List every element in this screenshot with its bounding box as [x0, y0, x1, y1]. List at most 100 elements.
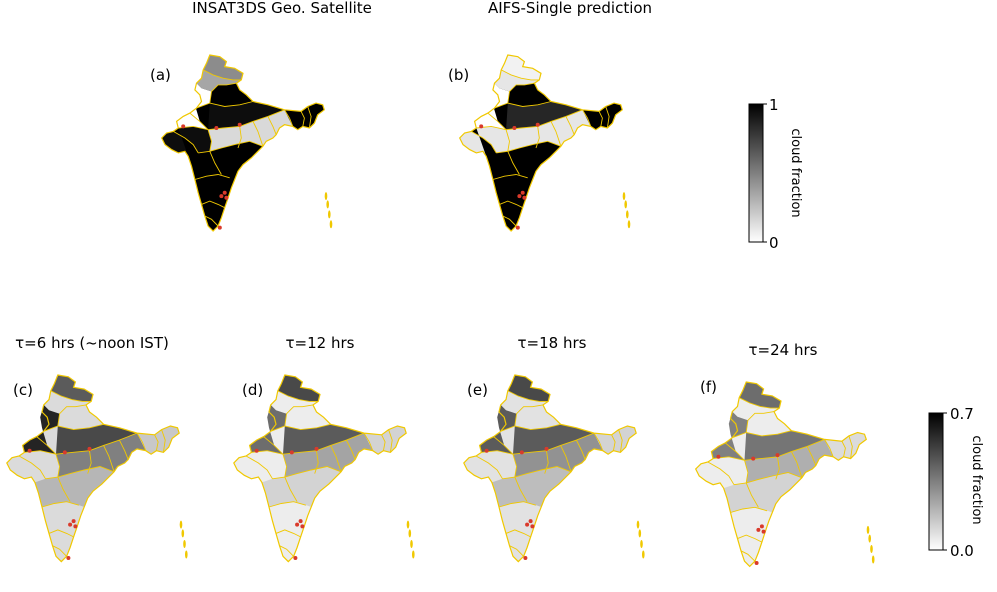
region-cell — [507, 375, 550, 402]
region-cell — [196, 69, 242, 92]
island-mark — [185, 550, 188, 559]
city-marker — [214, 126, 219, 130]
region-cell — [474, 83, 510, 130]
region-cell — [506, 109, 591, 152]
island-mark — [183, 540, 186, 548]
state-boundary — [118, 439, 129, 460]
city-marker — [71, 519, 76, 524]
island-mark — [412, 550, 415, 559]
city-marker — [775, 453, 780, 458]
state-boundary — [507, 82, 535, 104]
panel-label-b: (b) — [448, 66, 469, 84]
state-boundary — [251, 432, 365, 455]
state-boundary — [481, 432, 595, 455]
country-boundary — [463, 374, 637, 563]
island-mark — [636, 520, 640, 529]
island-mark — [624, 200, 627, 209]
colorbar-top-max-label: 1 — [769, 96, 779, 114]
state-boundary — [514, 476, 528, 502]
state-boundary — [284, 109, 294, 127]
state-boundary — [500, 69, 540, 81]
state-boundary — [560, 445, 572, 472]
city-marker — [62, 450, 67, 455]
region-cell — [277, 375, 320, 402]
state-boundary — [707, 461, 735, 485]
state-boundary — [605, 106, 610, 129]
island-mark — [181, 529, 185, 538]
island-mark — [870, 545, 873, 553]
state-boundary — [52, 545, 67, 557]
map-panel-b: (b) — [448, 54, 631, 232]
region-cell — [249, 404, 287, 455]
region-cell — [208, 109, 293, 152]
state-boundary — [87, 450, 92, 474]
island-mark — [324, 192, 328, 201]
island-mark — [328, 210, 331, 219]
state-boundary — [848, 435, 853, 459]
region-cell — [34, 466, 115, 507]
state-boundary — [841, 440, 846, 457]
region-cell — [723, 472, 802, 513]
state-boundary — [502, 466, 572, 480]
state-boundary — [476, 109, 583, 131]
state-boundary — [267, 116, 277, 135]
state-boundary — [505, 529, 531, 538]
state-boundary — [237, 126, 242, 149]
top-title-satellite: INSAT3DS Geo. Satellite — [192, 0, 372, 17]
state-boundary — [270, 423, 331, 432]
city-marker — [517, 194, 522, 199]
island-mark — [408, 529, 412, 538]
region-cell — [739, 382, 781, 409]
island-mark — [326, 200, 330, 209]
state-boundary — [201, 200, 225, 209]
colorbar-top-title: cloud fraction — [788, 128, 803, 217]
region-cell — [176, 83, 212, 130]
region-cell — [744, 439, 834, 483]
state-boundary — [300, 111, 305, 127]
colorbar-bottom-max-label: 0.7 — [950, 405, 974, 423]
city-marker — [761, 529, 766, 534]
state-boundary — [492, 174, 528, 180]
city-marker — [515, 225, 520, 230]
country-boundary — [6, 374, 180, 563]
panel-label-f: (f) — [700, 378, 717, 396]
country-boundary — [160, 54, 326, 232]
city-marker — [530, 524, 535, 529]
state-boundary — [279, 545, 294, 557]
city-marker — [181, 124, 186, 129]
state-boundary — [732, 430, 792, 439]
island-mark — [406, 520, 410, 529]
region-cell — [459, 126, 510, 157]
state-boundary — [507, 151, 520, 175]
state-boundary — [775, 456, 780, 480]
colorbar-bottom-min-label: 0.0 — [950, 542, 974, 560]
state-boundary — [330, 445, 342, 472]
city-marker — [519, 450, 524, 455]
state-boundary — [36, 436, 57, 455]
island-mark — [642, 550, 645, 559]
map-panels: (a) (b) (c) (d) (e) (f) — [6, 54, 875, 568]
city-marker — [756, 527, 761, 532]
city-marker — [522, 195, 527, 200]
colorbar-top-min-label: 0 — [769, 234, 779, 252]
country-boundary — [694, 381, 868, 568]
panel-label-c: (c) — [13, 381, 33, 399]
state-boundary — [277, 390, 319, 402]
state-boundary — [500, 423, 561, 432]
city-marker — [73, 524, 78, 529]
state-boundary — [725, 442, 745, 461]
city-marker — [87, 446, 92, 451]
bottom-title-tau18: τ=18 hrs — [518, 334, 587, 352]
city-marker — [289, 450, 294, 455]
state-boundary — [611, 434, 616, 451]
region-cell — [506, 101, 583, 130]
panel-label-e: (e) — [467, 381, 488, 399]
state-boundary — [471, 131, 497, 154]
state-boundary — [307, 106, 312, 129]
city-marker — [222, 190, 227, 195]
state-boundary — [593, 432, 604, 451]
island-mark — [627, 220, 631, 229]
state-boundary — [499, 200, 523, 209]
region-cell — [513, 424, 594, 455]
